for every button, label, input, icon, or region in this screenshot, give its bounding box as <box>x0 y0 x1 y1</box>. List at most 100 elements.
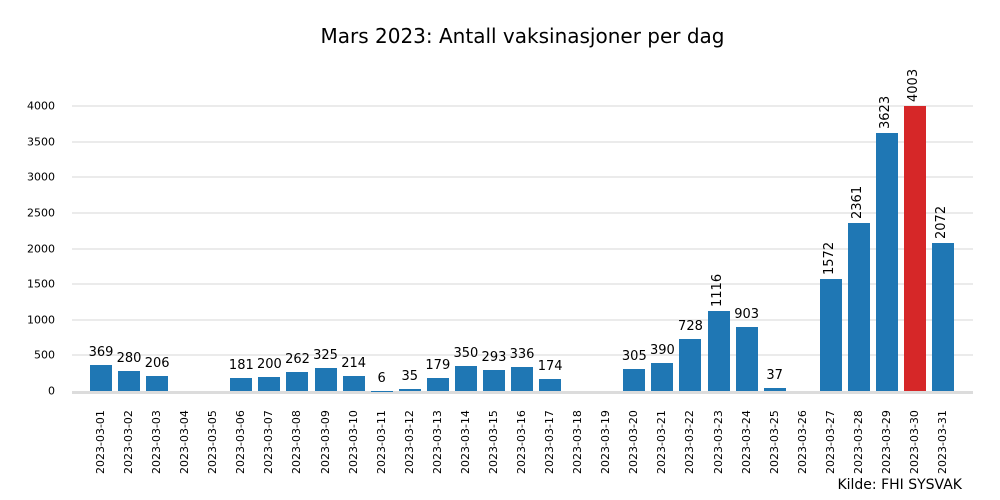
bar <box>230 378 253 391</box>
bar-value-label: 1572 <box>821 241 837 275</box>
x-tick-label: 2023-03-31 <box>936 410 950 474</box>
x-tick-label: 2023-03-21 <box>655 410 669 474</box>
bar <box>370 390 393 393</box>
y-tick-label: 2500 <box>27 206 55 220</box>
bar <box>511 367 534 391</box>
bar-value-label: 350 <box>453 346 479 362</box>
gridline <box>72 211 973 214</box>
x-tick-label: 2023-03-13 <box>430 410 444 474</box>
bar-value-label: 214 <box>341 355 367 371</box>
bar <box>342 375 365 391</box>
bar <box>482 370 505 391</box>
gridline <box>72 105 973 107</box>
bar-value-label: 325 <box>313 347 338 363</box>
x-tick-label: 2023-03-17 <box>543 410 557 474</box>
bar-value-label: 262 <box>285 352 310 368</box>
x-tick-label: 2023-03-03 <box>150 410 164 474</box>
x-tick-label: 2023-03-12 <box>402 410 416 474</box>
bar <box>875 132 898 391</box>
bar-value-label: 336 <box>509 347 535 363</box>
x-tick-label: 2023-03-26 <box>795 410 809 474</box>
y-tick-label: 3000 <box>27 170 55 184</box>
bar <box>651 363 674 391</box>
bar <box>819 278 842 391</box>
x-tick-label: 2023-03-29 <box>879 410 893 474</box>
x-tick-label: 2023-03-27 <box>823 410 837 474</box>
bar <box>454 366 477 391</box>
gridline <box>72 283 973 286</box>
bar-value-label: 280 <box>116 351 142 367</box>
bar <box>314 367 337 391</box>
x-tick-label: 2023-03-05 <box>206 410 220 474</box>
y-tick-label: 4000 <box>27 99 55 113</box>
x-tick-label: 2023-03-19 <box>599 410 613 474</box>
bar-value-label: 1116 <box>709 274 725 308</box>
bar <box>763 388 786 391</box>
bar <box>258 376 281 391</box>
x-tick-label: 2023-03-11 <box>374 410 388 474</box>
x-tick-label: 2023-03-20 <box>627 410 641 474</box>
bar-value-label: 305 <box>621 349 647 365</box>
bar <box>90 364 112 391</box>
gridline <box>72 318 973 321</box>
bar-value-label: 181 <box>228 358 254 374</box>
x-tick-label: 2023-03-10 <box>346 410 360 474</box>
y-tick-label: 0 <box>48 384 55 398</box>
bar-value-label: 3623 <box>877 95 893 129</box>
y-tick-label: 3500 <box>27 135 55 149</box>
bar-value-label: 390 <box>649 343 675 359</box>
x-tick-label: 2023-03-23 <box>711 410 725 474</box>
bar-value-label: 4003 <box>906 68 922 102</box>
gridline <box>72 247 973 250</box>
bar <box>679 339 702 391</box>
bar <box>398 388 421 391</box>
bar-value-label: 174 <box>537 358 563 374</box>
x-tick-label: 2023-03-07 <box>262 410 276 474</box>
x-axis-line <box>72 391 973 394</box>
x-tick-label: 2023-03-30 <box>908 410 922 474</box>
bar-value-label: 37 <box>766 368 783 384</box>
x-tick-label: 2023-03-06 <box>234 410 248 474</box>
x-tick-label: 2023-03-01 <box>94 410 107 474</box>
x-tick-label: 2023-03-04 <box>178 410 192 474</box>
bar <box>286 372 309 391</box>
bar-value-label: 369 <box>88 344 114 360</box>
x-tick-label: 2023-03-15 <box>486 410 500 474</box>
gridline <box>72 140 973 143</box>
bar-value-label: 2072 <box>934 206 950 240</box>
chart-title: Mars 2023: Antall vaksinasjoner per dag <box>320 24 725 48</box>
bar <box>932 243 955 391</box>
bar-value-label: 200 <box>256 356 282 372</box>
bar-value-label: 728 <box>678 319 703 335</box>
x-tick-label: 2023-03-02 <box>122 410 136 474</box>
y-tick-label: 500 <box>34 348 55 362</box>
x-tick-label: 2023-03-09 <box>318 410 332 474</box>
bar-value-label: 903 <box>734 306 760 322</box>
x-tick-label: 2023-03-24 <box>739 410 753 474</box>
bar-value-label: 179 <box>425 358 451 374</box>
y-tick-label: 1000 <box>27 313 55 327</box>
bar <box>539 378 562 391</box>
gridline <box>72 354 973 357</box>
bar <box>146 376 169 391</box>
y-tick-label: 2000 <box>27 242 55 255</box>
y-tick-label: 1500 <box>27 277 55 291</box>
bar-value-label: 6 <box>377 370 386 386</box>
x-tick-label: 2023-03-16 <box>515 410 529 474</box>
bar-value-label: 293 <box>481 350 507 366</box>
x-tick-label: 2023-03-28 <box>851 410 865 474</box>
bar <box>707 311 730 391</box>
bar <box>426 378 449 391</box>
bar <box>118 371 141 391</box>
bar-highlight <box>904 105 927 391</box>
bar-value-label: 206 <box>144 356 170 372</box>
bar <box>623 369 646 391</box>
bar <box>735 326 758 391</box>
source-caption: Kilde: FHI SYSVAK <box>837 477 962 493</box>
bar-value-label: 35 <box>401 368 419 384</box>
x-tick-label: 2023-03-18 <box>571 410 585 474</box>
gridline <box>72 176 973 179</box>
x-tick-label: 2023-03-25 <box>767 410 781 474</box>
x-tick-label: 2023-03-14 <box>458 410 472 474</box>
